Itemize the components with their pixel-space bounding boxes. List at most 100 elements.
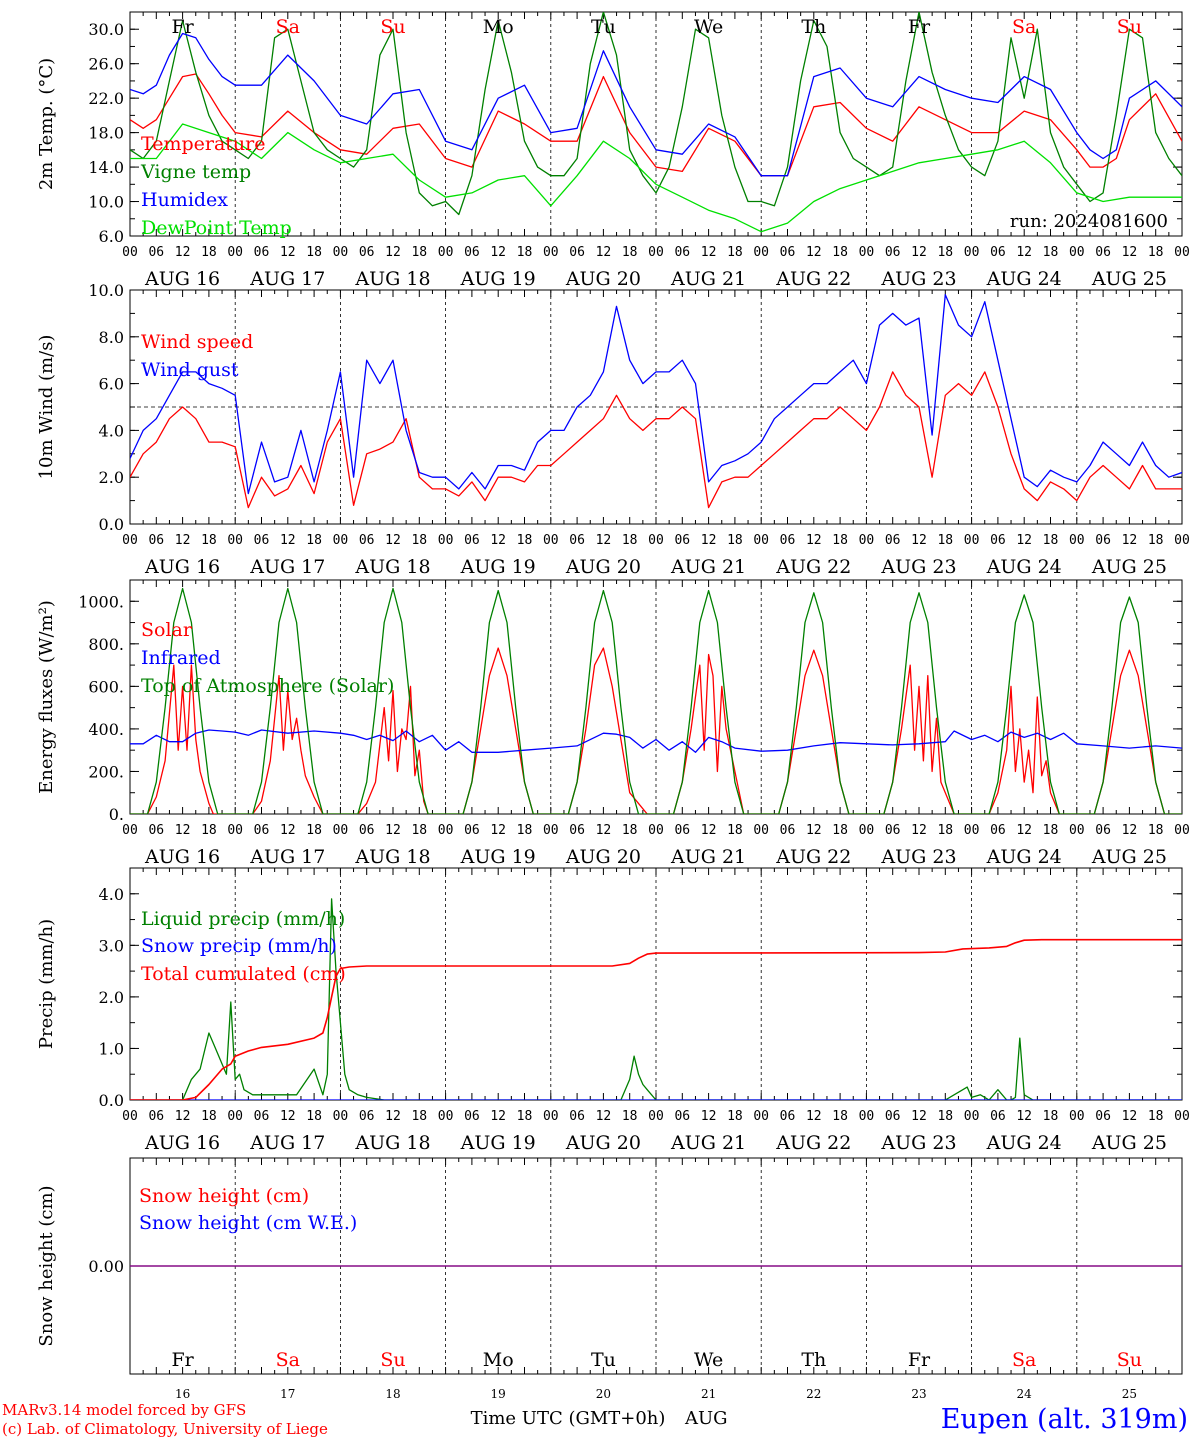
series-line-top-of-atmosphere-solar [130, 587, 1182, 814]
hour-tick-label: 12 [490, 245, 506, 260]
hour-tick-label: 18 [622, 1109, 638, 1124]
date-label: AUG 25 [1091, 1132, 1167, 1154]
date-label: AUG 17 [249, 556, 325, 578]
hour-tick-label: 00 [543, 533, 559, 548]
y-tick-label: 0. [109, 805, 124, 824]
hour-tick-label: 00 [648, 823, 664, 838]
hour-tick-label: 06 [1095, 1109, 1111, 1124]
day-number-label: 20 [596, 1387, 611, 1401]
footer-model-credit: MARv3.14 model forced by GFS [2, 1401, 246, 1419]
y-tick-label: 600. [88, 677, 124, 696]
day-of-week-label: Sa [1012, 16, 1036, 38]
date-label: AUG 22 [775, 268, 851, 290]
y-tick-label: 14.0 [88, 158, 124, 177]
hour-tick-label: 06 [885, 1109, 901, 1124]
date-label: AUG 24 [986, 556, 1062, 578]
legend-entry: Snow height (cm) [139, 1185, 309, 1207]
legend-entry: Total cumulated (cm) [141, 963, 346, 985]
hour-tick-label: 00 [964, 533, 980, 548]
hour-tick-label: 12 [175, 245, 191, 260]
hour-tick-label: 18 [306, 245, 322, 260]
hour-tick-label: 18 [411, 245, 427, 260]
day-number-label: 25 [1122, 1387, 1137, 1401]
hour-tick-label: 12 [1122, 1109, 1138, 1124]
legend-entry: Snow precip (mm/h) [141, 935, 337, 957]
hour-tick-label: 06 [359, 245, 375, 260]
hour-tick-label: 18 [517, 245, 533, 260]
date-label: AUG 24 [986, 846, 1062, 868]
panel-1: 6.0 10.0 14.0 18.0 22.0 26.0 30.0 2m Temp. (°C)… [36, 11, 1190, 290]
hour-tick-label: 00 [543, 245, 559, 260]
hour-tick-label: 06 [885, 823, 901, 838]
hour-tick-label: 06 [780, 823, 796, 838]
hour-tick-label: 00 [648, 1109, 664, 1124]
series-line-wind-gust [130, 294, 1182, 495]
hour-tick-label: 06 [990, 245, 1006, 260]
date-label: AUG 20 [565, 556, 641, 578]
station-label: Eupen (alt. 319m) [941, 1404, 1188, 1435]
hour-tick-label: 18 [411, 1109, 427, 1124]
day-of-week-label: Sa [276, 16, 300, 38]
hour-tick-label: 12 [1016, 823, 1032, 838]
hour-tick-label: 12 [1122, 823, 1138, 838]
hour-tick-label: 00 [753, 245, 769, 260]
date-label: AUG 19 [460, 846, 536, 868]
hour-tick-label: 06 [148, 823, 164, 838]
hour-tick-label: 12 [806, 533, 822, 548]
hour-tick-label: 18 [201, 245, 217, 260]
hour-tick-label: 06 [359, 1109, 375, 1124]
hour-tick-label: 00 [333, 823, 349, 838]
legend-entry: Infrared [141, 647, 221, 669]
hour-tick-label: 18 [622, 823, 638, 838]
series-group [130, 12, 1182, 233]
y-tick-label: 1000. [78, 592, 124, 611]
y-axis-label: Snow height (cm) [36, 1185, 57, 1346]
hour-tick-label: 06 [1095, 823, 1111, 838]
day-number-label: 16 [175, 1387, 190, 1401]
x-axis-month: AUG [684, 1408, 728, 1429]
hour-tick-label: 06 [254, 1109, 270, 1124]
hour-tick-label: 12 [1122, 533, 1138, 548]
hour-tick-label: 00 [122, 533, 138, 548]
y-axis-label: Precip (mm/h) [36, 919, 57, 1049]
hour-tick-label: 06 [254, 245, 270, 260]
date-label: AUG 25 [1091, 556, 1167, 578]
day-of-week-label: Fr [171, 1349, 194, 1371]
y-tick-label: 3.0 [99, 936, 124, 955]
hour-tick-label: 00 [122, 245, 138, 260]
hour-tick-label: 00 [122, 823, 138, 838]
hour-tick-label: 18 [937, 823, 953, 838]
hour-tick-label: 12 [596, 245, 612, 260]
day-of-week-label: Fr [908, 16, 931, 38]
day-of-week-label: Mo [483, 16, 514, 38]
day-number-label: 21 [701, 1387, 716, 1401]
date-label: AUG 20 [565, 1132, 641, 1154]
hour-tick-label: 18 [727, 245, 743, 260]
y-tick-label: 6.0 [99, 375, 124, 394]
date-label: AUG 23 [880, 846, 956, 868]
plot-frame [129, 11, 1183, 237]
date-label: AUG 23 [880, 268, 956, 290]
day-of-week-label: Su [1117, 16, 1142, 38]
legend-entry: Liquid precip (mm/h) [141, 908, 345, 930]
hour-tick-label: 12 [596, 823, 612, 838]
date-label: AUG 24 [986, 1132, 1062, 1154]
date-label: AUG 20 [565, 846, 641, 868]
hour-tick-label: 18 [727, 823, 743, 838]
series-group [130, 587, 1182, 814]
legend-entry: Wind gust [141, 359, 239, 381]
hour-tick-label: 18 [1043, 245, 1059, 260]
hour-tick-label: 00 [333, 1109, 349, 1124]
hour-tick-label: 18 [201, 823, 217, 838]
series-group [130, 898, 1182, 1100]
date-label: AUG 21 [670, 556, 746, 578]
legend-entry: Wind speed [141, 331, 253, 353]
day-of-week-label: Su [1117, 1349, 1142, 1371]
hour-tick-label: 00 [543, 823, 559, 838]
hour-tick-label: 12 [490, 823, 506, 838]
hour-tick-label: 12 [701, 823, 717, 838]
y-tick-label: 2.0 [99, 988, 124, 1007]
hour-tick-label: 00 [859, 245, 875, 260]
hour-tick-label: 06 [674, 823, 690, 838]
hour-tick-label: 18 [306, 823, 322, 838]
